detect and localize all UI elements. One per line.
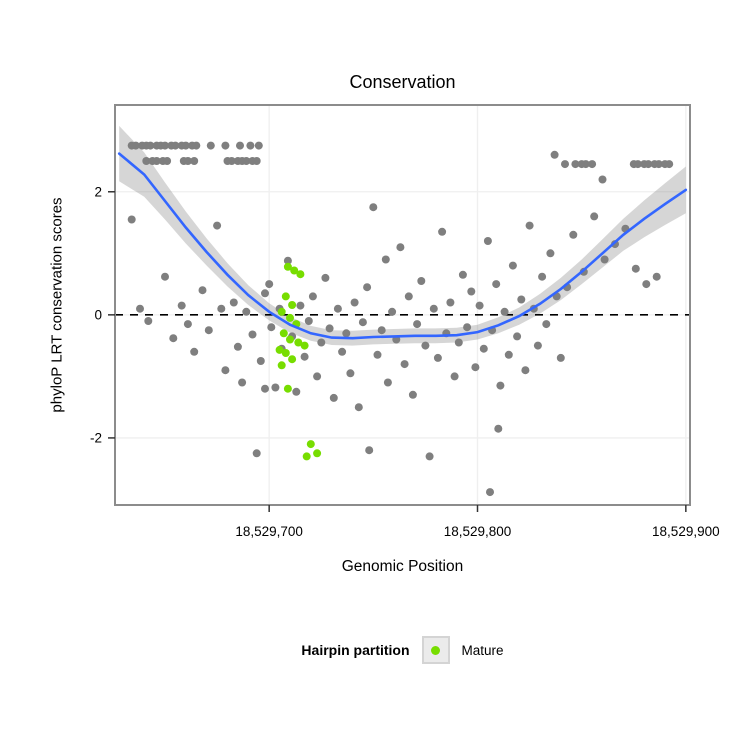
x-tick-label-18529800: 18,529,800 (443, 524, 512, 539)
x-axis-label: Genomic Position (341, 558, 464, 575)
legend-key-box (421, 636, 450, 664)
legend-item-mature: Mature (461, 642, 504, 658)
chart-title: Conservation (349, 72, 456, 92)
legend: Hairpin partition Mature (115, 636, 690, 664)
y-tick-label-neg2: -2 (89, 430, 102, 446)
y-tick-label-0: 0 (94, 307, 102, 323)
x-tick-label-18529700: 18,529,700 (235, 524, 303, 539)
legend-title: Hairpin partition (301, 642, 410, 658)
mature-point-icon (431, 645, 441, 655)
y-tick-label-2: 2 (94, 184, 102, 200)
x-tick-label-18529900: 18,529,900 (652, 524, 720, 539)
